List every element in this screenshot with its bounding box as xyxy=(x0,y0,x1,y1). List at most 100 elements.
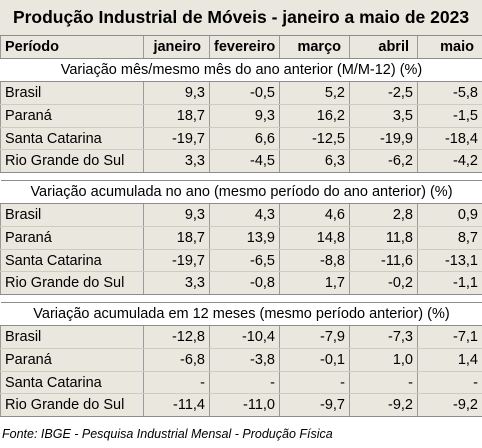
value-cell: 1,7 xyxy=(279,271,350,296)
value-cell: -9,2 xyxy=(349,393,418,418)
value-cell: -12,8 xyxy=(143,325,210,349)
value-cell: 13,9 xyxy=(209,226,280,250)
table-row: Brasil 9,3 -0,5 5,2 -2,5 -5,8 xyxy=(0,81,482,105)
value-cell: -3,8 xyxy=(209,348,280,372)
source-footnote: Fonte: IBGE - Pesquisa Industrial Mensal… xyxy=(2,427,333,441)
value-cell: -1,1 xyxy=(417,271,482,296)
value-cell: 18,7 xyxy=(143,104,210,128)
value-cell: 9,3 xyxy=(209,104,280,128)
region-name-cell: Santa Catarina xyxy=(0,249,144,273)
value-cell: -13,1 xyxy=(417,249,482,273)
value-cell: 8,7 xyxy=(417,226,482,250)
value-cell: -7,9 xyxy=(279,325,350,349)
value-cell: 9,3 xyxy=(143,203,210,227)
section-header-row: Variação acumulada no ano (mesmo período… xyxy=(0,180,482,205)
value-cell: -19,9 xyxy=(349,127,418,151)
section-label: Variação acumulada em 12 meses (mesmo pe… xyxy=(0,302,482,327)
value-cell: -7,1 xyxy=(417,325,482,349)
region-name-cell: Paraná xyxy=(0,104,144,128)
column-header-marco: março xyxy=(279,36,350,60)
value-cell: -6,2 xyxy=(349,149,418,174)
region-name-cell: Rio Grande do Sul xyxy=(0,271,144,296)
section-spacer xyxy=(0,294,482,303)
value-cell: -9,7 xyxy=(279,393,350,418)
value-cell: -6,5 xyxy=(209,249,280,273)
column-header-janeiro: janeiro xyxy=(143,36,210,60)
region-name-cell: Brasil xyxy=(0,325,144,349)
value-cell: 3,5 xyxy=(349,104,418,128)
value-cell: -19,7 xyxy=(143,127,210,151)
value-cell: -0,8 xyxy=(209,271,280,296)
section-spacer xyxy=(0,172,482,181)
value-cell: 4,6 xyxy=(279,203,350,227)
table-row: Santa Catarina - - - - - xyxy=(0,371,482,395)
section-header-row: Variação mês/mesmo mês do ano anterior (… xyxy=(0,58,482,83)
value-cell: 9,3 xyxy=(143,81,210,105)
value-cell: 14,8 xyxy=(279,226,350,250)
table-title: Produção Industrial de Móveis - janeiro … xyxy=(0,0,482,36)
value-cell: -0,1 xyxy=(279,348,350,372)
value-cell: -6,8 xyxy=(143,348,210,372)
value-cell: 3,3 xyxy=(143,149,210,174)
spacer-cell xyxy=(0,294,482,303)
table-row: Paraná 18,7 13,9 14,8 11,8 8,7 xyxy=(0,226,482,250)
table-row: Santa Catarina -19,7 -6,5 -8,8 -11,6 -13,1 xyxy=(0,249,482,273)
value-cell: -5,8 xyxy=(417,81,482,105)
region-name-cell: Rio Grande do Sul xyxy=(0,149,144,174)
table-row: Santa Catarina -19,7 6,6 -12,5 -19,9 -18,4 xyxy=(0,127,482,151)
column-header-maio: maio xyxy=(417,36,482,60)
section-label: Variação mês/mesmo mês do ano anterior (… xyxy=(0,58,482,83)
value-cell: -19,7 xyxy=(143,249,210,273)
value-cell: - xyxy=(279,371,350,395)
value-cell: - xyxy=(349,371,418,395)
value-cell: 16,2 xyxy=(279,104,350,128)
value-cell: 6,6 xyxy=(209,127,280,151)
region-name-cell: Santa Catarina xyxy=(0,371,144,395)
header-row: Período janeiro fevereiro março abril ma… xyxy=(0,36,482,60)
region-name-cell: Brasil xyxy=(0,81,144,105)
value-cell: 11,8 xyxy=(349,226,418,250)
region-name-cell: Santa Catarina xyxy=(0,127,144,151)
column-header-periodo: Período xyxy=(0,36,144,60)
value-cell: - xyxy=(417,371,482,395)
value-cell: -8,8 xyxy=(279,249,350,273)
table-body: Período janeiro fevereiro março abril ma… xyxy=(0,36,482,418)
region-name-cell: Paraná xyxy=(0,348,144,372)
value-cell: 0,9 xyxy=(417,203,482,227)
section-header-row: Variação acumulada em 12 meses (mesmo pe… xyxy=(0,302,482,327)
value-cell: -0,5 xyxy=(209,81,280,105)
value-cell: -11,4 xyxy=(143,393,210,418)
table-row: Rio Grande do Sul 3,3 -0,8 1,7 -0,2 -1,1 xyxy=(0,271,482,296)
value-cell: -12,5 xyxy=(279,127,350,151)
spacer-cell xyxy=(0,172,482,181)
value-cell: -18,4 xyxy=(417,127,482,151)
value-cell: - xyxy=(143,371,210,395)
table-row: Brasil -12,8 -10,4 -7,9 -7,3 -7,1 xyxy=(0,325,482,349)
value-cell: 5,2 xyxy=(279,81,350,105)
region-name-cell: Paraná xyxy=(0,226,144,250)
value-cell: 2,8 xyxy=(349,203,418,227)
value-cell: 1,4 xyxy=(417,348,482,372)
value-cell: -0,2 xyxy=(349,271,418,296)
value-cell: -11,6 xyxy=(349,249,418,273)
table-row: Paraná -6,8 -3,8 -0,1 1,0 1,4 xyxy=(0,348,482,372)
value-cell: 6,3 xyxy=(279,149,350,174)
section-label: Variação acumulada no ano (mesmo período… xyxy=(0,180,482,205)
value-cell: 3,3 xyxy=(143,271,210,296)
column-header-fevereiro: fevereiro xyxy=(209,36,280,60)
region-name-cell: Brasil xyxy=(0,203,144,227)
value-cell: 18,7 xyxy=(143,226,210,250)
value-cell: -4,5 xyxy=(209,149,280,174)
value-cell: -1,5 xyxy=(417,104,482,128)
table-row: Rio Grande do Sul 3,3 -4,5 6,3 -6,2 -4,2 xyxy=(0,149,482,174)
value-cell: -4,2 xyxy=(417,149,482,174)
value-cell: -7,3 xyxy=(349,325,418,349)
value-cell: -11,0 xyxy=(209,393,280,418)
value-cell: -2,5 xyxy=(349,81,418,105)
value-cell: -10,4 xyxy=(209,325,280,349)
value-cell: 4,3 xyxy=(209,203,280,227)
data-table: Período janeiro fevereiro março abril ma… xyxy=(0,36,482,418)
value-cell: - xyxy=(209,371,280,395)
table-row: Brasil 9,3 4,3 4,6 2,8 0,9 xyxy=(0,203,482,227)
table-row: Rio Grande do Sul -11,4 -11,0 -9,7 -9,2 -9,2 xyxy=(0,393,482,418)
